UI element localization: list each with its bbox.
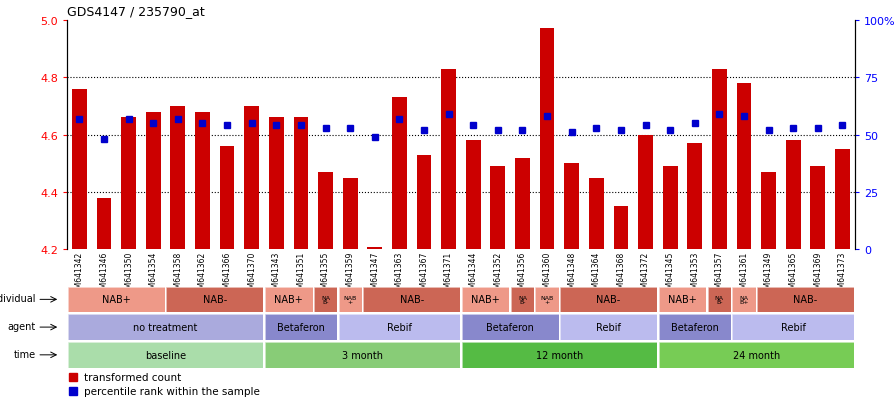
Bar: [441, 69, 455, 250]
Bar: [810, 167, 824, 250]
Bar: [711, 69, 726, 250]
Bar: [367, 247, 382, 250]
Bar: [195, 112, 209, 250]
Bar: [220, 147, 234, 250]
Bar: [834, 150, 849, 250]
Bar: [416, 155, 431, 250]
Text: time: time: [13, 349, 36, 358]
Text: NAB
+: NAB +: [343, 295, 357, 304]
Bar: [563, 164, 578, 250]
Text: agent: agent: [8, 321, 36, 331]
Bar: [662, 167, 677, 250]
Text: NAB-: NAB-: [202, 294, 227, 305]
Bar: [515, 158, 529, 250]
Bar: [97, 198, 111, 250]
Bar: [760, 173, 775, 250]
Text: NA
B-: NA B-: [714, 295, 723, 304]
Bar: [293, 118, 308, 250]
Text: 3 month: 3 month: [342, 350, 383, 360]
Text: no treatment: no treatment: [133, 322, 198, 332]
Bar: [588, 178, 603, 250]
Bar: [244, 107, 259, 250]
Text: percentile rank within the sample: percentile rank within the sample: [84, 386, 260, 396]
Text: NAB+: NAB+: [102, 294, 131, 305]
Text: NAB+: NAB+: [274, 294, 303, 305]
Text: NAB-: NAB-: [595, 294, 620, 305]
Text: Betaferon: Betaferon: [277, 322, 325, 332]
Bar: [637, 135, 653, 250]
Text: NAB-: NAB-: [792, 294, 817, 305]
Bar: [342, 178, 357, 250]
Bar: [170, 107, 185, 250]
Bar: [121, 118, 136, 250]
Bar: [613, 207, 628, 250]
Text: NAB+: NAB+: [667, 294, 696, 305]
Bar: [539, 29, 554, 250]
Text: Rebif: Rebif: [595, 322, 620, 332]
Text: NA
B-: NA B-: [321, 295, 330, 304]
Text: Rebif: Rebif: [780, 322, 805, 332]
Bar: [736, 84, 751, 250]
Bar: [687, 144, 701, 250]
Bar: [490, 167, 504, 250]
Text: NAB
+: NAB +: [540, 295, 553, 304]
Text: baseline: baseline: [145, 350, 186, 360]
Bar: [392, 98, 406, 250]
Text: NA
B-: NA B-: [518, 295, 527, 304]
Text: NA
B+: NA B+: [738, 295, 748, 304]
Text: NAB-: NAB-: [399, 294, 424, 305]
Text: Betaferon: Betaferon: [485, 322, 534, 332]
Bar: [146, 112, 161, 250]
Text: Rebif: Rebif: [386, 322, 411, 332]
Text: Betaferon: Betaferon: [670, 322, 718, 332]
Text: 12 month: 12 month: [536, 350, 582, 360]
Bar: [269, 118, 283, 250]
Text: transformed count: transformed count: [84, 373, 181, 382]
Text: NAB+: NAB+: [470, 294, 500, 305]
Bar: [72, 89, 87, 250]
Bar: [785, 141, 799, 250]
Bar: [317, 173, 333, 250]
Text: 24 month: 24 month: [732, 350, 779, 360]
Text: GDS4147 / 235790_at: GDS4147 / 235790_at: [67, 5, 205, 18]
Bar: [465, 141, 480, 250]
Text: individual: individual: [0, 293, 36, 303]
